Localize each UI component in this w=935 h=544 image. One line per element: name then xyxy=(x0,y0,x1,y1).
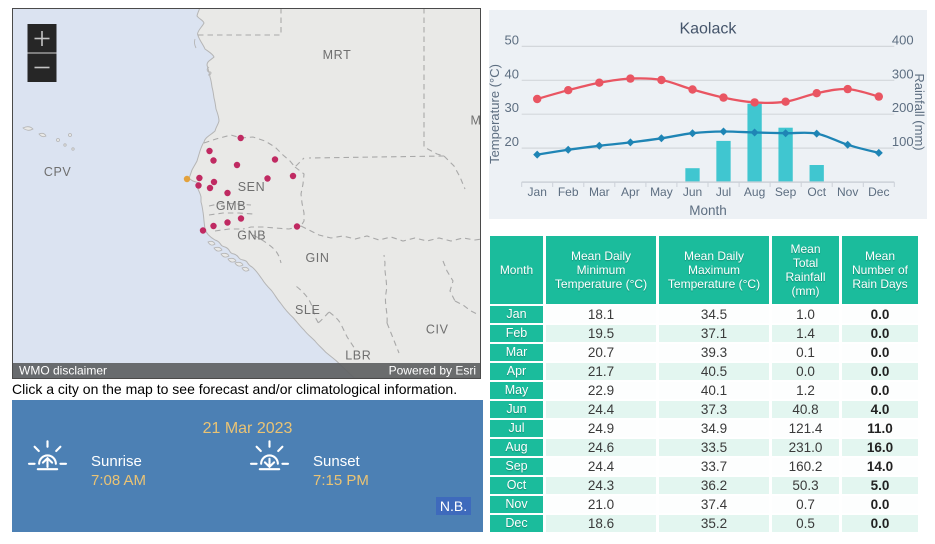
svg-text:Jun: Jun xyxy=(683,185,702,199)
svg-text:Apr: Apr xyxy=(621,185,640,199)
svg-text:50: 50 xyxy=(505,32,519,47)
svg-text:Powered by Esri: Powered by Esri xyxy=(389,364,476,378)
svg-text:Nov: Nov xyxy=(837,185,858,199)
svg-text:SLE: SLE xyxy=(295,303,320,317)
svg-text:40: 40 xyxy=(505,66,519,81)
svg-text:Feb: Feb xyxy=(558,185,579,199)
svg-text:Jul: Jul xyxy=(716,185,731,199)
svg-text:GIN: GIN xyxy=(305,251,329,265)
svg-text:LBR: LBR xyxy=(345,348,371,362)
svg-text:200: 200 xyxy=(892,100,914,115)
svg-text:MRT: MRT xyxy=(323,48,352,62)
svg-text:Aug: Aug xyxy=(744,185,765,199)
svg-text:M: M xyxy=(470,114,480,128)
svg-text:20: 20 xyxy=(505,134,519,149)
svg-text:May: May xyxy=(650,185,673,199)
svg-text:Dec: Dec xyxy=(868,185,889,199)
svg-text:CPV: CPV xyxy=(44,165,72,179)
svg-text:Temperature (°C): Temperature (°C) xyxy=(489,64,502,164)
svg-text:SEN: SEN xyxy=(238,180,266,194)
svg-text:GNB: GNB xyxy=(237,228,266,242)
svg-text:WMO disclaimer: WMO disclaimer xyxy=(19,364,107,378)
svg-text:Rainfall (mm): Rainfall (mm) xyxy=(912,73,927,150)
svg-text:Mar: Mar xyxy=(589,185,610,199)
svg-text:100: 100 xyxy=(892,134,914,149)
svg-text:GMB: GMB xyxy=(216,199,246,213)
svg-text:CIV: CIV xyxy=(426,323,449,337)
svg-text:Jan: Jan xyxy=(528,185,547,199)
svg-text:400: 400 xyxy=(892,32,914,47)
svg-text:30: 30 xyxy=(505,100,519,115)
svg-text:Sep: Sep xyxy=(775,185,797,199)
svg-text:Oct: Oct xyxy=(807,185,826,199)
svg-text:300: 300 xyxy=(892,66,914,81)
svg-text:Kaolack: Kaolack xyxy=(679,21,737,38)
svg-text:Month: Month xyxy=(689,203,727,218)
